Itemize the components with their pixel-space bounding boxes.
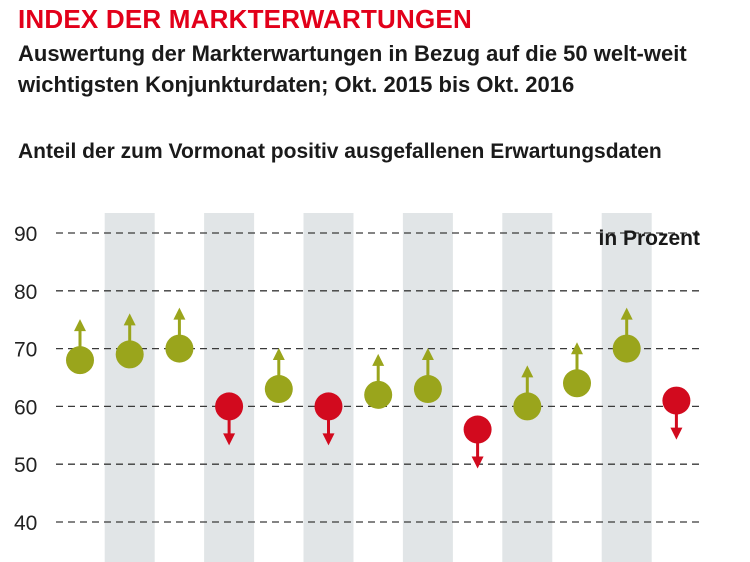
background-band <box>601 213 652 562</box>
y-tick-label: 80 <box>14 281 37 304</box>
y-tick-label: 70 <box>14 339 37 362</box>
unit-label: in Prozent <box>598 227 700 250</box>
point-marker <box>364 380 393 409</box>
data-point <box>563 342 591 398</box>
data-point <box>612 307 641 363</box>
background-band <box>104 213 155 562</box>
arrow-up-icon <box>421 348 434 361</box>
point-marker <box>463 415 492 444</box>
arrow-down-icon <box>670 427 683 440</box>
y-tick-label: 50 <box>14 454 37 477</box>
arrow-up-icon <box>173 307 186 320</box>
data-point <box>66 319 94 375</box>
chart-title: INDEX DER MARKTERWARTUNGEN <box>18 4 472 34</box>
background-band <box>204 213 255 562</box>
data-point <box>364 353 393 409</box>
point-marker <box>563 369 591 398</box>
y-tick-label: 60 <box>14 396 37 419</box>
arrow-up-icon <box>620 307 633 320</box>
point-marker <box>612 334 641 363</box>
y-axis: 40 50 60 70 80 90 <box>14 223 37 535</box>
data-point <box>513 365 542 421</box>
point-marker <box>413 375 442 404</box>
point-marker <box>215 392 244 421</box>
arrow-up-icon <box>272 348 285 361</box>
point-marker <box>314 392 343 421</box>
point-marker <box>513 392 542 421</box>
point-marker <box>662 386 691 415</box>
data-point <box>115 313 144 369</box>
chart-caption: Anteil der zum Vormonat positiv ausgefal… <box>18 140 662 163</box>
arrow-down-icon <box>471 456 484 469</box>
data-point <box>264 348 293 404</box>
y-tick-label: 90 <box>14 223 37 246</box>
arrow-up-icon <box>74 319 86 332</box>
background-band <box>303 213 354 562</box>
y-tick-label: 40 <box>14 512 37 535</box>
data-point <box>662 386 691 440</box>
data-point <box>463 415 492 469</box>
data-point <box>215 392 244 446</box>
chart-subtitle: Auswertung der Markterwartungen in Bezug… <box>18 41 687 97</box>
data-point <box>165 307 194 363</box>
arrow-down-icon <box>223 433 236 446</box>
data-point <box>413 348 442 404</box>
arrow-up-icon <box>123 313 136 326</box>
point-marker <box>115 340 144 369</box>
arrow-up-icon <box>372 353 385 366</box>
point-marker <box>66 346 94 375</box>
arrow-up-icon <box>521 365 534 378</box>
data-points <box>66 307 691 469</box>
arrow-up-icon <box>571 342 583 355</box>
arrow-down-icon <box>322 433 335 446</box>
background-bands <box>104 213 652 562</box>
data-point <box>314 392 343 446</box>
point-marker <box>264 375 293 404</box>
point-marker <box>165 334 194 363</box>
